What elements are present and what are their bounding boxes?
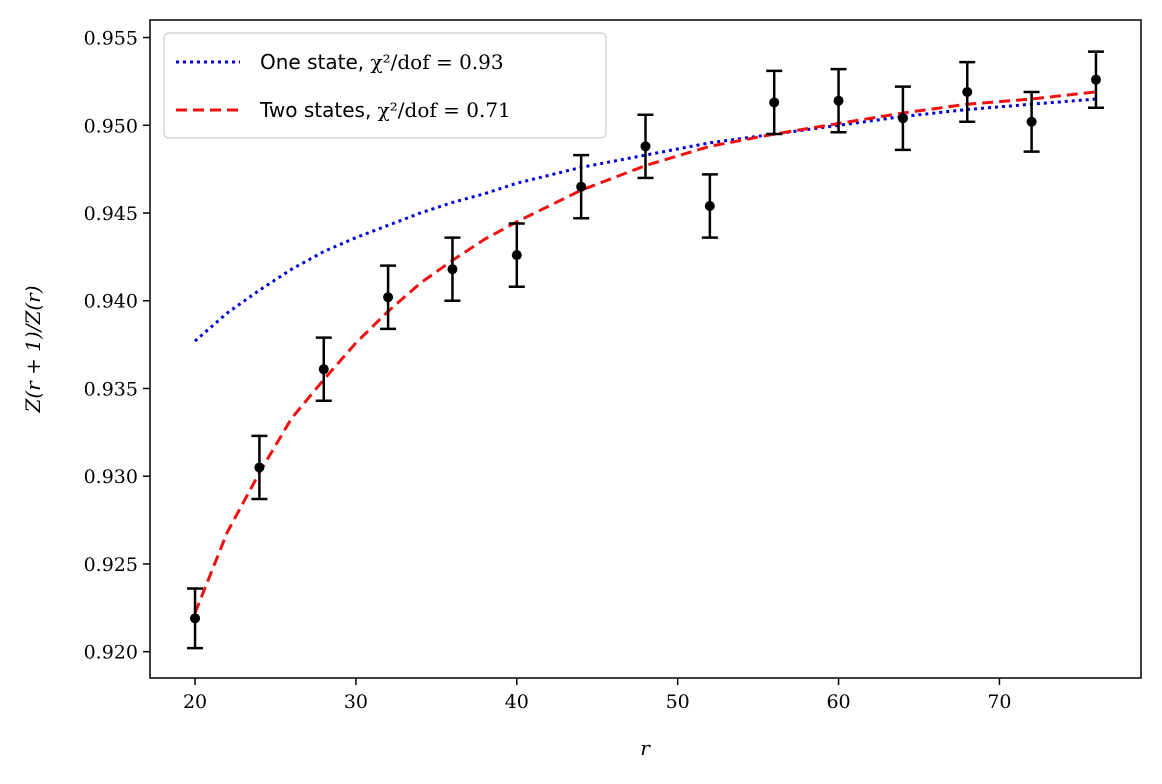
data-point-r64	[894, 85, 911, 152]
data-marker	[190, 613, 201, 624]
y-tick-label: 0.920	[84, 642, 138, 664]
data-marker	[962, 86, 973, 97]
legend-name-two-states: Two states,	[259, 98, 378, 122]
y-tick-label: 0.940	[84, 291, 138, 313]
legend: One state, χ²/dof = 0.93 Two states, χ²/…	[163, 32, 607, 139]
legend-name-one-state: One state,	[260, 50, 370, 74]
x-axis-title: r	[640, 736, 651, 760]
data-marker	[897, 113, 908, 124]
data-marker	[254, 462, 265, 473]
data-point-r20	[187, 587, 204, 650]
data-marker	[833, 95, 844, 106]
data-point-r28	[315, 336, 332, 403]
y-tick-label: 0.950	[84, 115, 138, 137]
data-point-r60	[830, 67, 847, 134]
data-point-r52	[701, 173, 718, 239]
y-tick-label: 0.935	[84, 378, 138, 400]
data-marker	[447, 264, 458, 275]
y-tick-label: 0.930	[84, 466, 138, 488]
data-point-r44	[573, 153, 590, 220]
fit-curve-two-states	[193, 90, 1097, 614]
legend-box	[163, 32, 607, 139]
data-point-r36	[444, 236, 461, 302]
legend-stat-one-state: χ²/dof = 0.93	[370, 50, 503, 74]
y-tick-label: 0.945	[84, 203, 138, 225]
data-marker	[640, 141, 651, 152]
data-marker	[704, 200, 715, 211]
y-axis: 0.920 0.925 0.930 0.935 0.940 0.945 0.950 0.955	[84, 28, 150, 664]
x-axis: 20 30 40 50 60 70	[183, 678, 1012, 713]
data-marker	[318, 364, 329, 375]
fit-curve-one-state	[194, 97, 1097, 343]
legend-label-two-states: Two states, χ²/dof = 0.71	[259, 98, 511, 122]
x-tick-label: 70	[987, 691, 1011, 713]
data-marker	[576, 181, 587, 192]
data-point-r32	[380, 264, 397, 331]
legend-stat-two-states: χ²/dof = 0.71	[378, 98, 511, 122]
x-tick-label: 30	[344, 691, 368, 713]
data-point-r40	[508, 222, 525, 288]
x-tick-label: 20	[183, 691, 207, 713]
data-marker	[1026, 116, 1037, 127]
data-point-r56	[766, 69, 783, 136]
data-marker	[1090, 74, 1101, 85]
y-axis-title: Z(r + 1)/Z(r)	[21, 285, 45, 413]
x-tick-label: 60	[826, 691, 850, 713]
legend-label-one-state: One state, χ²/dof = 0.93	[260, 50, 504, 74]
data-point-r24	[251, 434, 268, 501]
data-point-r68	[959, 60, 976, 124]
x-tick-label: 50	[666, 691, 690, 713]
data-marker	[383, 292, 394, 303]
data-marker	[769, 97, 780, 108]
data-point-r72	[1023, 90, 1040, 153]
axes-frame	[149, 19, 1142, 679]
data-point-r76	[1087, 50, 1104, 109]
data-point-r48	[637, 113, 654, 180]
x-tick-label: 40	[505, 691, 529, 713]
data-points-layer	[187, 50, 1104, 650]
plot-area: 20 30 40 50 60 70 0.9200.9250.9300.9350.9400.…	[84, 19, 1142, 713]
data-marker	[511, 250, 522, 261]
y-tick-label: 0.925	[84, 554, 138, 576]
y-tick-label: 0.955	[84, 28, 138, 50]
series-layer	[193, 90, 1097, 614]
